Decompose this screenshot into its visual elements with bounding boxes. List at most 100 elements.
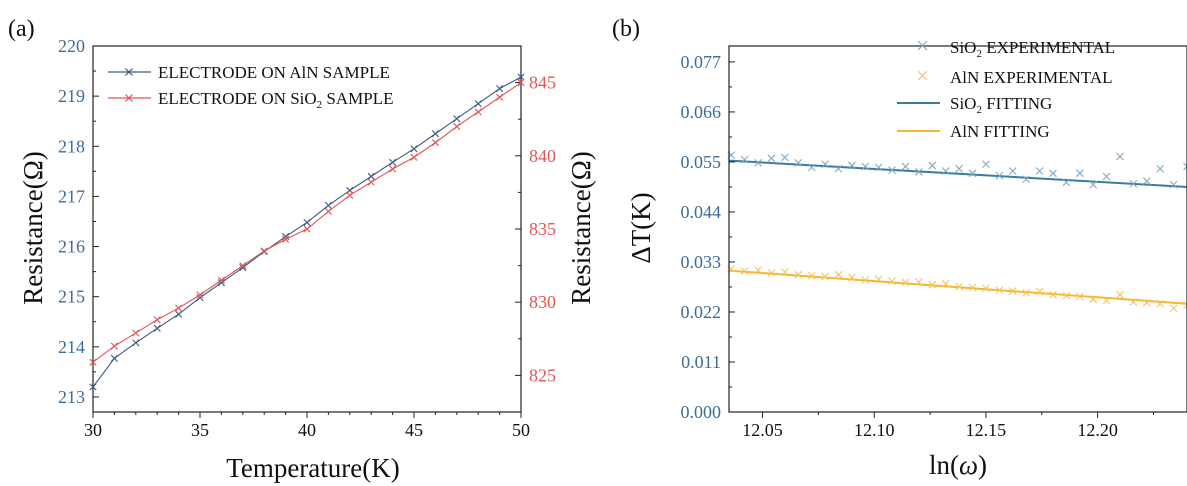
sio2-experimental-point [995, 171, 1004, 180]
aln-experimental-point [1008, 287, 1017, 295]
panel-a-right-y-axis-title: Resistance(Ω) [566, 151, 596, 305]
aln-resistance-point [89, 383, 97, 391]
legend-sio2-experimental-label: SiO2 EXPERIMENTAL [950, 38, 1115, 60]
sio2-experimental-point [1156, 164, 1165, 173]
panel-a-right-y-tick-label: 825 [529, 365, 556, 385]
aln-experimental-point [1035, 287, 1044, 296]
sio2-experimental-point [915, 168, 923, 176]
sio2-experimental-point [821, 160, 829, 169]
legend-sio2-x-marker [125, 94, 133, 102]
aln-experimental-point [1075, 292, 1084, 301]
sio2-resistance-point [153, 316, 161, 324]
aln-experimental-point [861, 276, 870, 285]
aln-experimental-point [1062, 291, 1071, 300]
panel-a-right-y-tick-label: 845 [529, 73, 556, 93]
sio2-experimental-point [1049, 169, 1057, 178]
sio2-resistance-point [389, 165, 397, 173]
aln-experimental-point [1116, 290, 1124, 299]
legend-aln-experimental-marker [917, 70, 928, 81]
panel-b-legend: SiO2 EXPERIMENTAL AlN EXPERIMENTAL SiO2 … [897, 38, 1115, 141]
sio2-fitting-line [728, 159, 1187, 188]
aln-experimental-point [1142, 298, 1151, 307]
panel-b-y-axis-title: ΔT(K) [626, 192, 656, 263]
sio2-experimental-point [740, 155, 749, 164]
aln-resistance-point [110, 354, 118, 362]
aln-experimental-point [794, 270, 803, 279]
legend-aln-x-marker [125, 68, 133, 76]
aln-resistance-point [496, 85, 504, 93]
panel-b-x-tick-label: 12.20 [1077, 420, 1118, 440]
aln-experimental-point [1183, 301, 1187, 310]
sio2-resistance-point [367, 178, 375, 186]
aln-experimental-point [888, 277, 896, 285]
aln-resistance-point [303, 218, 311, 227]
sio2-resistance-point [110, 342, 118, 350]
aln-experimental-point [754, 266, 762, 275]
panel-b-plot-frame [728, 45, 1187, 413]
sio2-experimental-point [1129, 179, 1138, 188]
panel-b-x-tick-label: 12.15 [966, 420, 1007, 440]
aln-experimental-point [1129, 298, 1138, 306]
aln-experimental-point [915, 278, 923, 286]
aln-experimental-point [807, 271, 816, 280]
panel-a-x-tick-label: 40 [298, 420, 316, 440]
aln-experimental-point [1169, 304, 1178, 313]
aln-resistance-point [132, 339, 140, 347]
sio2-experimental-point [861, 162, 870, 171]
panel-a-legend: ELECTRODE ON AlN SAMPLE ELECTRODE ON SiO… [108, 63, 394, 111]
aln-experimental-point [928, 280, 937, 289]
sio2-resistance-point [517, 79, 525, 87]
panel-a-series [89, 73, 525, 391]
sio2-experimental-point [1022, 175, 1031, 184]
sio2-experimental-point [901, 162, 910, 171]
sio2-experimental-point [767, 154, 776, 163]
panel-b-y-tick-label: 0.077 [681, 52, 722, 72]
panel-b-delta-t-chart: (b) 12.05 12.10 12.15 12.20 0.000 0.011 0.022… [612, 16, 1187, 480]
panel-a-left-y-tick-label: 218 [58, 136, 85, 156]
panel-b-x-tick-label: 12.10 [854, 420, 895, 440]
sio2-resistance-point [260, 247, 268, 255]
sio2-resistance-point [346, 191, 354, 199]
aln-experimental-point [941, 279, 950, 288]
sio2-experimental-point [754, 158, 762, 167]
aln-resistance-point [389, 158, 397, 166]
sio2-resistance-point [89, 358, 97, 366]
sio2-experimental-point [1183, 162, 1187, 171]
aln-experimental-point [767, 268, 776, 277]
sio2-experimental-point [968, 169, 977, 178]
aln-resistance-line [92, 76, 522, 388]
panel-b-y-tick-label: 0.066 [681, 102, 722, 122]
sio2-experimental-point [928, 161, 937, 170]
panel-a-label: (a) [8, 16, 35, 42]
sio2-experimental-point [955, 164, 964, 173]
legend-sio2-experimental-marker [917, 40, 928, 51]
aln-resistance-point [217, 279, 225, 287]
sio2-experimental-point [1116, 152, 1124, 161]
legend-sio2-fitting-label: SiO2 FITTING [950, 94, 1052, 116]
sio2-resistance-point [453, 122, 461, 131]
aln-experimental-point [995, 286, 1004, 295]
aln-experimental-point [968, 283, 977, 292]
sio2-resistance-point [196, 291, 204, 299]
panel-a-x-axis-title: Temperature(K) [226, 453, 400, 483]
panel-b-x-axis: 12.05 12.10 12.15 12.20 [742, 412, 1154, 440]
sio2-resistance-point [474, 108, 482, 116]
panel-b-y-tick-label: 0.022 [681, 302, 722, 322]
panel-a-left-y-tick-label: 220 [58, 36, 85, 56]
sio2-experimental-point [982, 160, 990, 169]
sio2-experimental-point [1075, 169, 1084, 178]
aln-resistance-point [453, 115, 461, 123]
aln-experimental-point [982, 284, 990, 293]
panel-b-y-tick-label: 0.011 [681, 352, 721, 372]
panel-a-resistance-chart: (a) 30 35 40 45 50 213214215216217218219220 … [8, 16, 596, 483]
sio2-experimental-point [1089, 180, 1098, 189]
aln-resistance-point [175, 310, 183, 318]
aln-experimental-point [955, 282, 964, 291]
aln-resistance-point [474, 100, 482, 108]
panel-a-x-tick-label: 30 [84, 420, 102, 440]
sio2-resistance-point [410, 153, 418, 161]
panel-a-left-y-tick-label: 217 [58, 186, 85, 206]
aln-experimental-point [1156, 299, 1165, 308]
panel-a-left-y-tick-label: 214 [58, 337, 85, 357]
panel-b-x-axis-title: ln(ω) [929, 450, 987, 480]
